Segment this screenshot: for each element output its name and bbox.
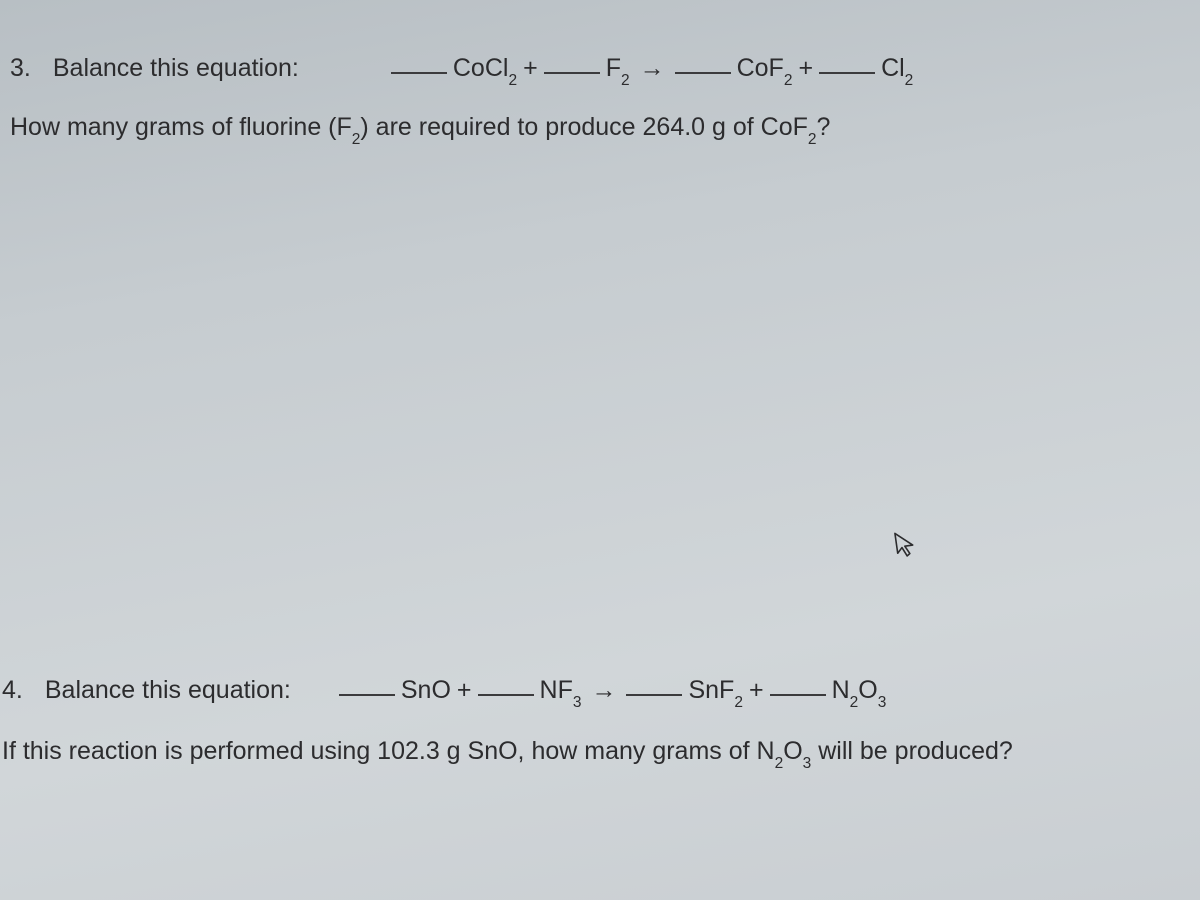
followup-text: O: [783, 737, 802, 765]
question-4: 4. Balance this equation: SnO + NF3 → Sn…: [2, 670, 1190, 770]
subscript: 3: [803, 755, 812, 772]
subscript: 2: [784, 72, 793, 89]
subscript: 2: [850, 694, 859, 711]
followup-text: How many grams of fluorine (F: [10, 113, 352, 141]
reactant-1: SnO: [401, 676, 451, 705]
formula-text: F: [606, 54, 621, 82]
cursor-icon: [893, 529, 920, 567]
followup-text: ) are required to produce 264.0 g of CoF: [360, 113, 808, 141]
q4-prompt: Balance this equation:: [45, 676, 291, 705]
formula-text: SnF: [688, 676, 734, 704]
subscript: 2: [734, 694, 743, 711]
subscript: 2: [775, 755, 784, 772]
subscript: 3: [878, 694, 887, 711]
q3-prompt: Balance this equation:: [53, 54, 299, 83]
subscript: 2: [905, 72, 914, 89]
q3-number: 3.: [10, 54, 31, 83]
subscript: 2: [352, 131, 361, 148]
formula-text: NF: [540, 676, 573, 704]
reactant-2: NF3: [540, 676, 582, 709]
q4-followup: If this reaction is performed using 102.…: [2, 737, 1190, 770]
reactant-2: F2: [606, 54, 630, 87]
followup-text: If this reaction is performed using 102.…: [2, 737, 775, 765]
coefficient-blank[interactable]: [339, 668, 395, 696]
reaction-arrow: →: [587, 676, 620, 705]
product-2: N2O3: [832, 676, 887, 709]
formula-text: N: [832, 676, 850, 704]
subscript: 2: [621, 72, 630, 89]
coefficient-blank[interactable]: [478, 668, 534, 696]
reaction-arrow: →: [636, 54, 669, 83]
q4-number: 4.: [2, 676, 23, 705]
formula-text: CoF: [737, 54, 784, 82]
coefficient-blank[interactable]: [770, 668, 826, 696]
formula-text: O: [858, 676, 877, 704]
product-1: CoF2: [737, 54, 793, 87]
formula-text: CoCl: [453, 54, 509, 82]
subscript: 2: [808, 131, 817, 148]
followup-text: will be produced?: [811, 737, 1013, 765]
plus-sign: +: [749, 676, 764, 705]
q3-followup: How many grams of fluorine (F2) are requ…: [10, 113, 1190, 146]
coefficient-blank[interactable]: [391, 46, 447, 74]
coefficient-blank[interactable]: [819, 46, 875, 74]
plus-sign: +: [798, 54, 813, 83]
q3-equation-line: 3. Balance this equation: CoCl2 + F2 → C…: [10, 48, 1190, 87]
question-3: 3. Balance this equation: CoCl2 + F2 → C…: [10, 48, 1190, 146]
followup-text: ?: [817, 113, 831, 141]
product-2: Cl2: [881, 54, 913, 87]
formula-text: Cl: [881, 54, 905, 82]
plus-sign: +: [523, 54, 538, 83]
plus-sign: +: [457, 676, 472, 705]
subscript: 3: [573, 694, 582, 711]
q4-equation-line: 4. Balance this equation: SnO + NF3 → Sn…: [2, 670, 1190, 709]
coefficient-blank[interactable]: [675, 46, 731, 74]
coefficient-blank[interactable]: [544, 46, 600, 74]
product-1: SnF2: [688, 676, 742, 709]
subscript: 2: [508, 72, 517, 89]
coefficient-blank[interactable]: [626, 668, 682, 696]
reactant-1: CoCl2: [453, 54, 517, 87]
worksheet-page: 3. Balance this equation: CoCl2 + F2 → C…: [0, 0, 1200, 900]
